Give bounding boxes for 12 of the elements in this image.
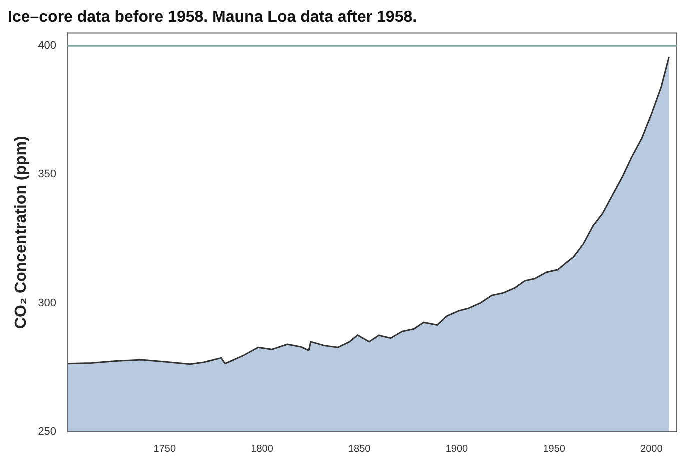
y-tick-label: 300 bbox=[38, 297, 57, 310]
x-tick-label: 1950 bbox=[543, 444, 566, 455]
y-tick-label: 400 bbox=[38, 40, 57, 52]
y-tick-label: 350 bbox=[38, 168, 57, 181]
y-axis-title: CO₂ Concentration (ppm) bbox=[13, 136, 30, 330]
chart-title: Ice–core data before 1958. Mauna Loa data after 1958. bbox=[8, 9, 418, 26]
x-tick-label: 1850 bbox=[348, 444, 372, 455]
x-tick-label: 2000 bbox=[640, 444, 664, 455]
y-tick-label: 250 bbox=[38, 426, 57, 438]
x-tick-label: 1800 bbox=[251, 444, 274, 455]
x-tick-label: 1900 bbox=[446, 444, 469, 455]
x-tick-label: 1750 bbox=[154, 444, 176, 455]
